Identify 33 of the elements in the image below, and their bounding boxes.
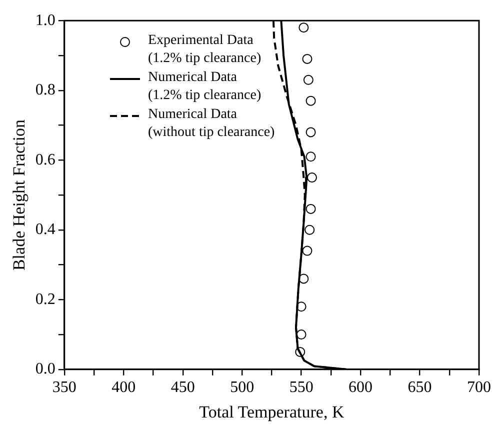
- point: [306, 204, 316, 214]
- x-tick-label: 650: [408, 379, 432, 396]
- point: [302, 246, 312, 256]
- point: [306, 96, 316, 106]
- x-axis-title: Total Temperature, K: [199, 402, 345, 422]
- y-tick-label: 0.2: [35, 290, 56, 308]
- point: [306, 127, 316, 138]
- x-tick-label: 400: [112, 379, 136, 396]
- y-tick-label: 0.0: [35, 360, 56, 378]
- legend-label: Numerical Data (1.2% tip clearance): [148, 69, 262, 105]
- x-tick-label: 550: [289, 379, 314, 396]
- point: [306, 152, 316, 162]
- x-tick-label: 600: [348, 379, 373, 396]
- legend-label: Experimental Data (1.2% tip clearance): [148, 32, 262, 68]
- y-tick-label: 1.0: [35, 12, 56, 29]
- point: [298, 22, 309, 33]
- x-tick-label: 450: [170, 379, 195, 396]
- y-tick-label: 0.8: [35, 82, 56, 99]
- legend-label: Numerical Data (without tip clearance): [148, 106, 275, 142]
- y-tick-label: 0.4: [35, 221, 56, 238]
- x-tick-label: 700: [467, 379, 491, 396]
- point: [295, 346, 306, 357]
- y-axis-title: Blade Height Fraction: [10, 118, 29, 271]
- point: [296, 330, 306, 340]
- point: [302, 54, 312, 64]
- x-tick-label: 500: [230, 379, 254, 396]
- point: [298, 274, 309, 284]
- point: [306, 172, 317, 183]
- point: [303, 74, 314, 85]
- x-tick-label: 350: [52, 379, 76, 396]
- point: [296, 302, 306, 312]
- point: [304, 224, 315, 235]
- y-tick-label: 0.6: [35, 151, 56, 168]
